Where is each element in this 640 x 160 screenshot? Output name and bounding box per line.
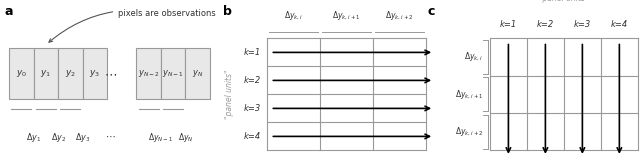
Text: $\cdots$: $\cdots$ <box>105 131 115 141</box>
Text: "panel units": "panel units" <box>225 70 234 119</box>
Text: $y_1$: $y_1$ <box>40 68 51 79</box>
Text: $\Delta y_2$: $\Delta y_2$ <box>51 131 66 144</box>
Text: $\Delta y_1$: $\Delta y_1$ <box>26 131 41 144</box>
Text: $y_0$: $y_0$ <box>16 68 27 79</box>
Text: b: b <box>223 5 232 18</box>
Text: pixels are observations: pixels are observations <box>49 9 216 42</box>
Text: $\Delta y_{k,i+1}$: $\Delta y_{k,i+1}$ <box>332 10 361 22</box>
Text: k=3: k=3 <box>573 20 591 29</box>
Text: c: c <box>428 5 435 18</box>
Text: $y_N$: $y_N$ <box>192 68 204 79</box>
Text: $y_{N-2}$: $y_{N-2}$ <box>138 68 159 79</box>
Text: k=2: k=2 <box>244 76 261 85</box>
FancyBboxPatch shape <box>34 48 58 99</box>
Text: k=4: k=4 <box>611 20 628 29</box>
FancyBboxPatch shape <box>161 48 186 99</box>
FancyBboxPatch shape <box>83 48 108 99</box>
Text: k=4: k=4 <box>244 132 261 141</box>
Text: $\Delta y_{k,i+2}$: $\Delta y_{k,i+2}$ <box>385 10 413 22</box>
Text: "panel units": "panel units" <box>539 0 589 3</box>
FancyBboxPatch shape <box>136 48 161 99</box>
Text: k=1: k=1 <box>244 48 261 57</box>
Text: $y_{N-1}$: $y_{N-1}$ <box>162 68 184 79</box>
Text: k=3: k=3 <box>244 104 261 113</box>
Text: $\Delta y_3$: $\Delta y_3$ <box>75 131 90 144</box>
Text: $y_3$: $y_3$ <box>90 68 100 79</box>
FancyBboxPatch shape <box>9 48 34 99</box>
Text: $\Delta y_{k,i+2}$: $\Delta y_{k,i+2}$ <box>455 125 483 138</box>
Text: $\Delta y_{k,i+1}$: $\Delta y_{k,i+1}$ <box>455 88 483 101</box>
FancyBboxPatch shape <box>58 48 83 99</box>
FancyBboxPatch shape <box>186 48 210 99</box>
Text: $\Delta y_{N-1}$: $\Delta y_{N-1}$ <box>148 131 173 144</box>
Text: $\Delta y_{k,i}$: $\Delta y_{k,i}$ <box>284 10 303 22</box>
Text: a: a <box>4 5 13 18</box>
Text: $\cdots$: $\cdots$ <box>104 67 116 80</box>
Text: $y_2$: $y_2$ <box>65 68 76 79</box>
Text: $\Delta y_{k,i}$: $\Delta y_{k,i}$ <box>465 51 483 64</box>
Text: k=1: k=1 <box>500 20 517 29</box>
Text: k=2: k=2 <box>537 20 554 29</box>
Text: $\Delta y_N$: $\Delta y_N$ <box>177 131 193 144</box>
